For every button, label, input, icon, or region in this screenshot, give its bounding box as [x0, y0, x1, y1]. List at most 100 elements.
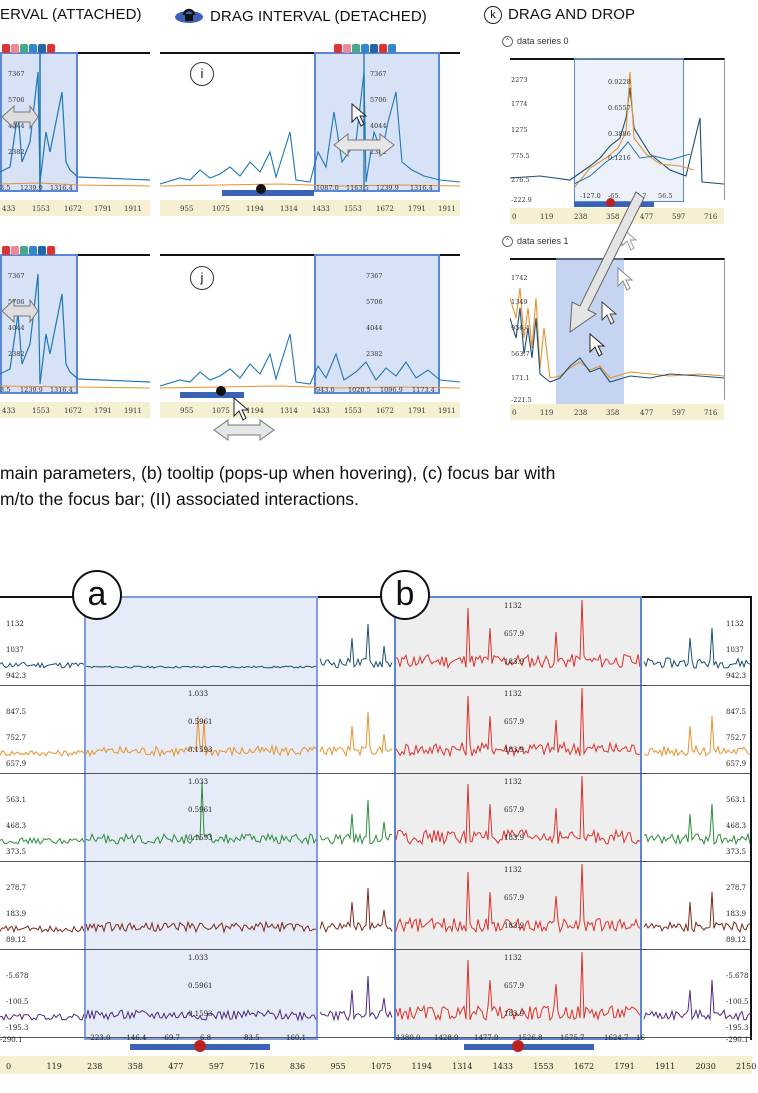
y-min-left: -290.1: [0, 1036, 23, 1044]
y-tick-right: 373.5: [726, 848, 747, 856]
focus-bar-lock-knob[interactable]: [256, 184, 266, 194]
focus-bar[interactable]: [222, 190, 314, 196]
y-tick: 5706: [8, 96, 25, 104]
series-1-header[interactable]: ^ data series 1: [502, 236, 569, 248]
y-tick: 2273: [511, 76, 528, 84]
cursor-icon: [600, 300, 618, 331]
x-tick: 1096.9: [380, 386, 403, 394]
y-min-right: -290.1: [726, 1036, 749, 1044]
focus-x-tick: -223.0: [88, 1034, 111, 1042]
y-tick-left: 183.9: [6, 910, 27, 918]
y-tick-left: 563.1: [6, 796, 27, 804]
multi-series-figure: a b 1132 1037 942.3 1132 1037 942.3 1132 657.9 1…: [0, 570, 756, 1080]
x-tick: 1020.5: [348, 386, 371, 394]
focus-b-y-tick: 657.9: [504, 718, 525, 726]
focus-x-tick: 1477.9: [474, 1034, 499, 1042]
trace-plot: [510, 287, 724, 383]
trace-line: [643, 803, 750, 846]
trace-line: [395, 599, 641, 670]
x-axis-strip: 0 119 238 358 477 597 716: [510, 404, 724, 420]
y-tick-right: 563.1: [726, 796, 747, 804]
focus-interval-window[interactable]: [314, 52, 440, 192]
focus-interval-window[interactable]: [574, 58, 684, 202]
panel-h2-attached: 7367 5706 4044 2382 3.5 1239.9 1316.4 43…: [0, 246, 150, 418]
focus-x-tick: -146.4: [124, 1034, 147, 1042]
focus-a-y-tick: 0.1593: [188, 1010, 213, 1018]
cursor-icon: [588, 332, 606, 363]
x-tick: 477: [168, 1062, 184, 1071]
focus-b-y-tick: 183.9: [504, 922, 525, 930]
x-tick: 1194: [411, 1062, 432, 1071]
focus-a-y-tick: 0.5961: [188, 982, 213, 990]
lock-icon: [174, 6, 204, 28]
collapse-icon[interactable]: ^: [502, 36, 513, 48]
trace-plot: [0, 273, 150, 389]
trace-line: [319, 975, 393, 1022]
y-tick: 4044: [8, 324, 25, 332]
x-axis-strip: 955 1075 1194 1314 1433 1553 1672 1791 1911: [160, 200, 460, 216]
focus-a-y-tick: 0.1593: [188, 746, 213, 754]
row-divider: [0, 773, 750, 774]
x-tick: 836: [289, 1062, 306, 1071]
focus-toolbar[interactable]: [2, 44, 55, 54]
x-tick: 716: [249, 1062, 265, 1071]
series-trace: [0, 951, 750, 1022]
focus-window-b[interactable]: [394, 596, 642, 1040]
focus-bar-lock-knob[interactable]: [216, 386, 226, 396]
row-divider: [0, 685, 750, 686]
focus-a-y-tick: 0.5961: [188, 806, 213, 814]
focus-b-y-tick: 1132: [504, 866, 522, 874]
trace-line: [85, 1008, 317, 1022]
series-trace: [0, 863, 750, 934]
series-trace: [0, 775, 750, 846]
trace-line: [395, 863, 641, 934]
series-trace: [0, 687, 750, 758]
x-axis-strip: 0 119 238 358 477 597 716 836 955 1075 1194 1314 143…: [0, 1056, 756, 1074]
drag-path-arrow: [569, 191, 645, 334]
series-0-header[interactable]: ^ data series 0: [502, 36, 569, 48]
focus-a-y-tick: 0.1593: [188, 834, 213, 842]
focus-bar-b-knob[interactable]: [512, 1040, 524, 1052]
y-tick: 1742: [511, 274, 528, 282]
trace-line: [0, 924, 85, 934]
y-tick: 7367: [8, 70, 25, 78]
x-tick: 2150: [736, 1062, 757, 1071]
x-tick: 1314: [452, 1062, 473, 1071]
focus-a-y-tick: 1.033: [188, 690, 209, 698]
header-attached: ERVAL (ATTACHED): [0, 6, 142, 23]
trace-plot: [160, 333, 460, 389]
drag-arrow-icon: [212, 418, 276, 447]
y-tick: 2382: [370, 148, 387, 156]
focus-bar-a-knob[interactable]: [194, 1040, 206, 1052]
focus-b-y-tick: 1132: [504, 690, 522, 698]
focus-toolbar[interactable]: [334, 44, 396, 54]
series-trace: [0, 599, 750, 670]
y-tick-left: 468.3: [6, 822, 27, 830]
focus-x-tick: 56.5: [658, 192, 673, 200]
y-tick-right: 847.5: [726, 708, 747, 716]
y-tick: 956.4: [511, 324, 530, 332]
y-tick: 7367: [8, 272, 25, 280]
collapse-icon[interactable]: ^: [502, 236, 513, 248]
trace-line: [85, 920, 317, 934]
y-tick-left: -5.678: [6, 972, 29, 980]
k-marker: k: [484, 6, 502, 25]
focus-a-y-tick: 0.5961: [188, 718, 213, 726]
x-tick: 0: [6, 1062, 12, 1071]
focus-bar-lock-knob[interactable]: [606, 198, 615, 207]
focus-interval-window[interactable]: [314, 254, 440, 394]
focus-x-tick: 1624.7: [604, 1034, 629, 1042]
focus-bar[interactable]: [180, 392, 244, 398]
x-axis-strip: 955 1075 1194 1314 1433 1553 1672 1791 1911: [160, 402, 460, 418]
series-1-label: data series 1: [517, 236, 569, 246]
y-tick: 7367: [366, 272, 383, 280]
focus-b-y-tick: 183.9: [504, 1010, 525, 1018]
y-tick-left: -100.5: [6, 998, 29, 1006]
focus-bar-b[interactable]: [464, 1044, 594, 1050]
y-tick: 2382: [8, 148, 25, 156]
focus-toolbar[interactable]: [2, 246, 55, 256]
trace-line: [395, 775, 641, 846]
panel-i-detached: i 7367 5706 4044 2382 1087.0 1163.5 1239…: [160, 44, 460, 216]
x-tick: 1075: [371, 1062, 392, 1071]
panel-marker-j: j: [190, 266, 214, 290]
